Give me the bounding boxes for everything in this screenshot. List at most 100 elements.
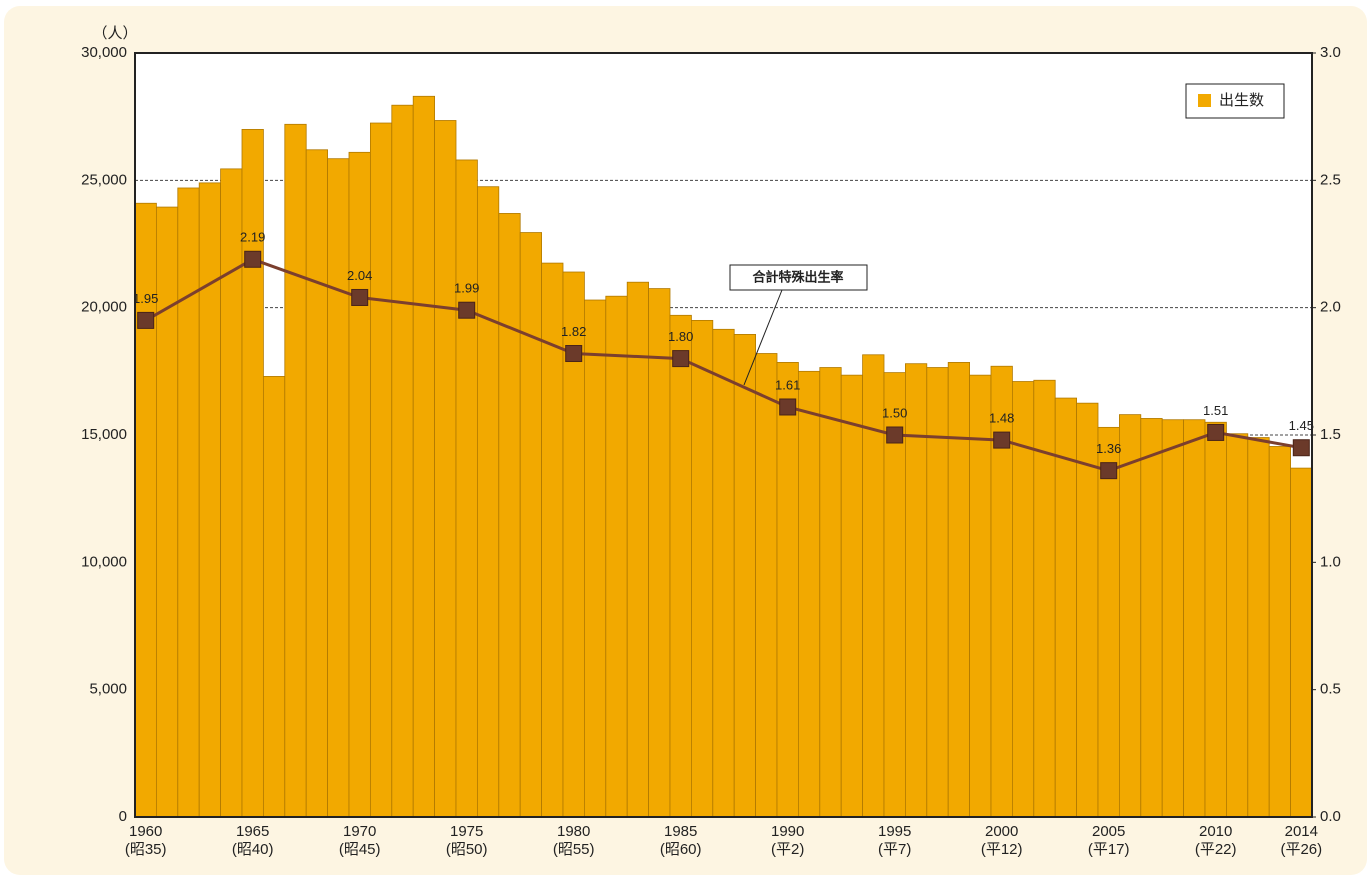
bar: [669, 314, 692, 818]
data-label: 1.48: [989, 411, 1014, 426]
y-tick-label: 0: [119, 808, 127, 825]
line-marker: [1100, 462, 1118, 480]
y2-tick-label: 3.0: [1320, 44, 1341, 61]
bar: [476, 186, 500, 818]
bar: [284, 123, 307, 818]
data-label: 2.19: [240, 230, 265, 245]
line-marker: [137, 311, 155, 329]
y2-tick-label: 1.5: [1320, 426, 1341, 443]
data-label: 1.99: [454, 281, 479, 296]
bar: [947, 362, 971, 818]
y2-tick-label: 0.0: [1320, 808, 1341, 825]
line-marker: [351, 288, 369, 306]
bar: [862, 354, 885, 818]
x-tick-label: 1965: [236, 823, 269, 840]
x-tick-label: 1970: [343, 823, 376, 840]
x-tick-era: (昭50): [446, 841, 488, 858]
bar: [305, 149, 329, 818]
bar: [177, 187, 200, 818]
bar: [605, 295, 628, 818]
y2-tick-label: 2.0: [1320, 299, 1341, 316]
bar: [712, 328, 735, 818]
x-tick-label: 1990: [771, 823, 804, 840]
line-marker: [565, 345, 583, 363]
bar: [1204, 421, 1227, 818]
y-tick-label: 10,000: [81, 553, 127, 570]
x-tick-label: 1985: [664, 823, 697, 840]
bar: [1247, 437, 1270, 818]
x-tick-era: (昭60): [660, 841, 702, 858]
bar: [840, 374, 864, 818]
line-marker: [886, 426, 904, 444]
bar: [905, 363, 928, 818]
data-label: 1.51: [1203, 403, 1228, 418]
bar: [262, 376, 286, 818]
y-tick-label: 20,000: [81, 299, 127, 316]
bar: [498, 213, 521, 818]
bar: [798, 370, 821, 818]
x-tick-label: 2014: [1285, 823, 1318, 840]
data-label: 1.80: [668, 329, 693, 344]
annotation-label: 合計特殊出生率: [752, 269, 843, 284]
bar: [412, 95, 436, 818]
bar: [1097, 426, 1120, 818]
line-marker: [458, 301, 476, 319]
data-label: 1.95: [133, 291, 158, 306]
bar: [755, 353, 778, 818]
bar: [155, 206, 179, 818]
bar: [648, 288, 671, 818]
bar: [776, 362, 799, 818]
bar: [369, 122, 393, 818]
x-tick-era: (昭55): [553, 841, 595, 858]
y2-tick-label: 2.5: [1320, 171, 1341, 188]
bar: [733, 334, 757, 818]
bar: [1226, 433, 1249, 818]
x-tick-era: (平17): [1088, 841, 1130, 858]
x-tick-label: 2010: [1199, 823, 1232, 840]
x-tick-label: 1995: [878, 823, 911, 840]
y-tick-label: 30,000: [81, 44, 127, 61]
x-tick-era: (平12): [981, 841, 1023, 858]
bar: [519, 232, 543, 818]
data-label: 1.50: [882, 405, 907, 420]
line-marker: [672, 350, 690, 368]
x-tick-era: (昭40): [232, 841, 274, 858]
line-marker: [993, 431, 1011, 449]
y-tick-label: 25,000: [81, 171, 127, 188]
bar: [1268, 446, 1291, 818]
x-tick-era: (昭35): [125, 841, 167, 858]
bar: [626, 281, 650, 818]
y-unit-label: （人）: [92, 25, 137, 42]
x-tick-era: (平2): [771, 841, 804, 858]
annotation-leader: [743, 289, 783, 386]
bar: [1140, 418, 1163, 818]
bar: [1290, 467, 1313, 818]
bar: [584, 299, 607, 818]
x-tick-label: 2005: [1092, 823, 1125, 840]
y-tick-label: 15,000: [81, 426, 127, 443]
bar: [691, 319, 714, 818]
line-marker: [1207, 423, 1225, 441]
x-tick-era: (平7): [878, 841, 911, 858]
x-tick-label: 2000: [985, 823, 1018, 840]
bar: [1119, 414, 1142, 818]
plot-frame: [134, 52, 1313, 818]
bar: [926, 367, 949, 818]
bar: [455, 159, 478, 818]
bar: [969, 374, 992, 818]
line: [144, 257, 1302, 473]
bar: [1033, 379, 1056, 818]
bar: [819, 367, 842, 818]
legend-swatch: [1198, 94, 1211, 107]
data-label: 1.36: [1096, 441, 1121, 456]
x-tick-label: 1960: [129, 823, 162, 840]
annotation-box: [729, 264, 868, 291]
bar: [1183, 419, 1206, 818]
x-tick-era: (平26): [1280, 841, 1322, 858]
x-tick-era: (平22): [1195, 841, 1237, 858]
data-label: 2.04: [347, 268, 372, 283]
line-marker: [1292, 439, 1310, 457]
y-tick-label: 5,000: [89, 681, 127, 698]
x-tick-label: 1975: [450, 823, 483, 840]
